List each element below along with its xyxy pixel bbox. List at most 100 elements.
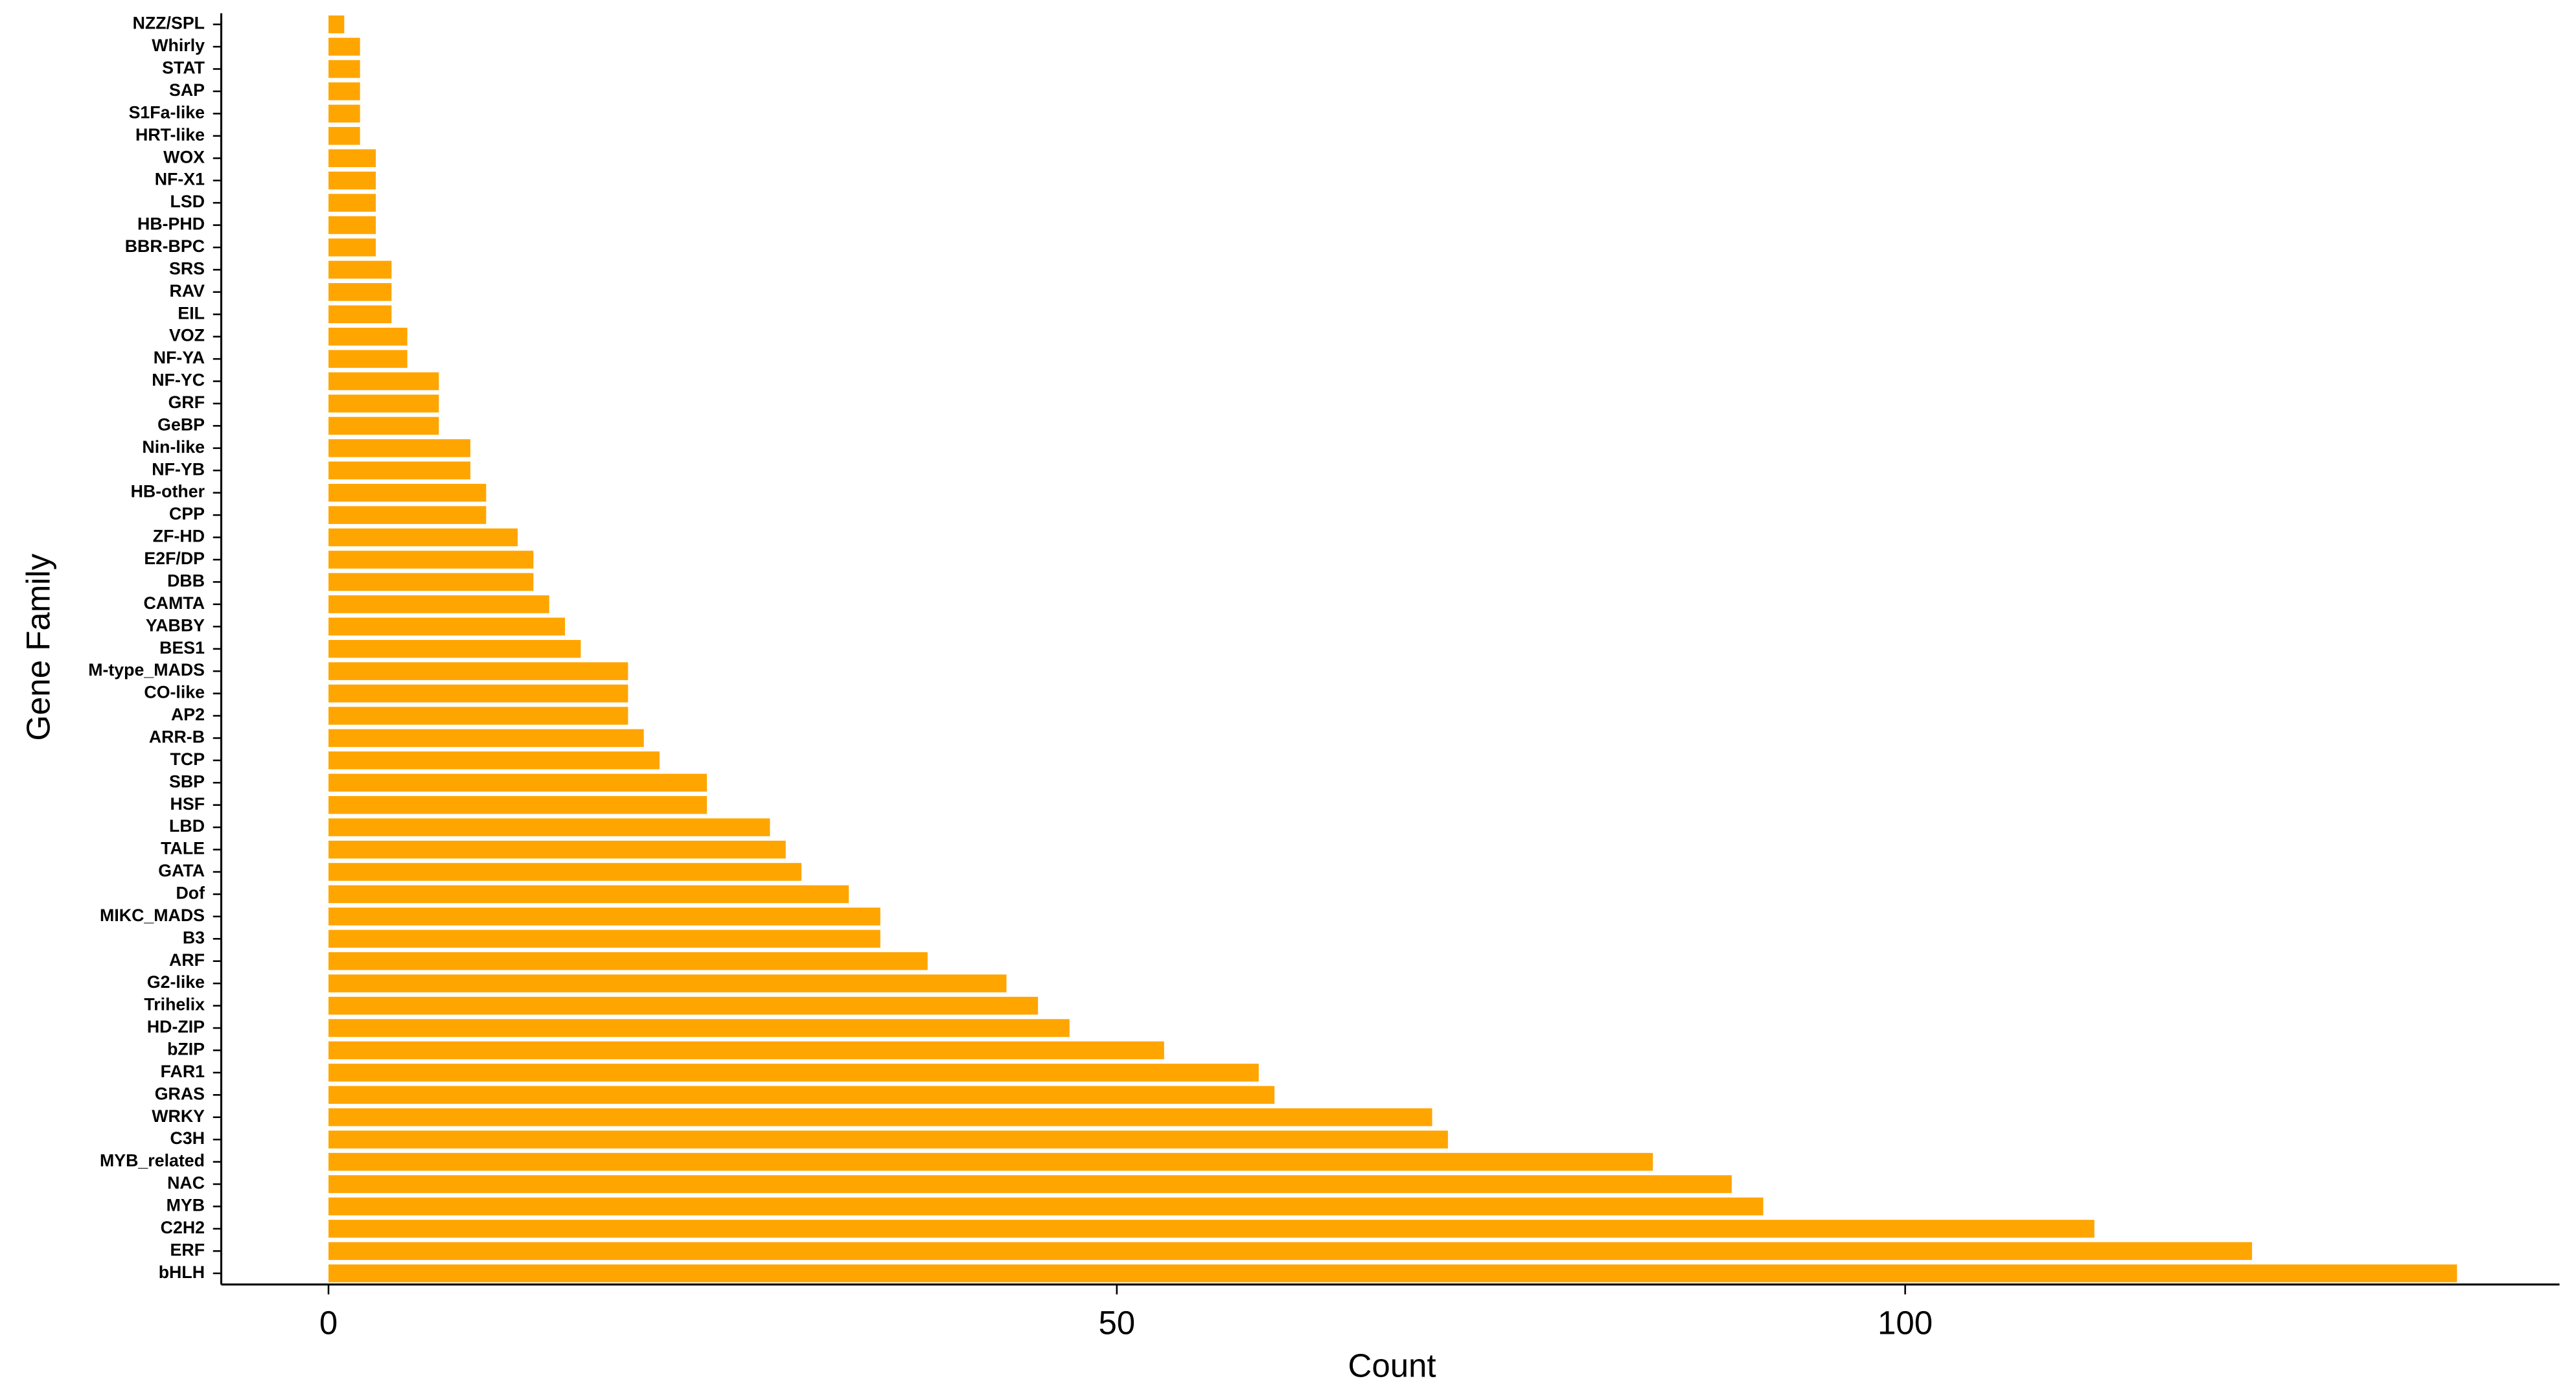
y-tick-label: LBD <box>169 816 205 836</box>
bar <box>328 1197 1764 1216</box>
y-tick-label: HSF <box>170 794 205 814</box>
y-tick-label: HB-PHD <box>137 214 205 234</box>
x-tick-label: 50 <box>1098 1304 1135 1341</box>
bar <box>328 1264 2457 1283</box>
y-tick-label: DBB <box>167 571 205 590</box>
bar <box>328 996 1039 1015</box>
bar <box>328 773 707 792</box>
y-tick-label: S1Fa-like <box>129 102 205 122</box>
y-tick-label: SBP <box>169 771 205 791</box>
x-tick-label: 100 <box>1878 1304 1933 1341</box>
bar <box>328 1019 1070 1037</box>
y-tick-label: Nin-like <box>142 437 205 457</box>
y-tick-label: G2-like <box>147 972 205 992</box>
x-axis-title: Count <box>1348 1347 1436 1384</box>
bar <box>328 1220 2095 1238</box>
y-tick-label: GATA <box>158 861 205 880</box>
y-tick-label: C3H <box>170 1128 205 1148</box>
x-tick-label: 0 <box>319 1304 338 1341</box>
y-tick-label: CPP <box>169 504 205 523</box>
y-tick-label: WOX <box>163 147 205 166</box>
y-tick-label: HB-other <box>131 482 205 501</box>
bar <box>328 38 360 56</box>
bar <box>328 1242 2252 1261</box>
bar <box>328 840 786 859</box>
bar <box>328 417 439 435</box>
y-tick-label: BBR-BPC <box>125 236 205 256</box>
y-tick-label: NF-YC <box>152 371 205 390</box>
bar <box>328 216 376 234</box>
bar <box>328 104 360 123</box>
bar <box>328 595 549 613</box>
y-tick-label: ARF <box>169 950 205 970</box>
y-tick-label: GeBP <box>157 415 205 434</box>
bar <box>328 729 644 748</box>
y-tick-label: E2F/DP <box>144 549 205 568</box>
y-tick-label: MYB_related <box>100 1151 205 1171</box>
y-tick-label: NAC <box>167 1173 205 1193</box>
bar <box>328 149 376 168</box>
bar <box>328 238 376 257</box>
bar <box>328 751 660 770</box>
y-tick-label: HD-ZIP <box>147 1017 205 1036</box>
bar <box>328 60 360 78</box>
y-tick-label: NF-YB <box>152 459 205 479</box>
bar <box>328 662 628 680</box>
bar <box>328 863 802 881</box>
y-tick-label: MYB <box>167 1196 205 1215</box>
y-tick-label: GRAS <box>155 1084 205 1103</box>
bar <box>328 350 408 368</box>
y-tick-label: GRF <box>168 393 205 412</box>
y-tick-label: AP2 <box>171 705 205 724</box>
bar <box>328 1130 1448 1148</box>
bar <box>328 551 534 569</box>
bar <box>328 573 534 591</box>
y-tick-label: BES1 <box>159 638 205 657</box>
y-tick-label: SAP <box>169 80 205 100</box>
bar <box>328 127 360 145</box>
y-tick-label: ARR-B <box>149 727 205 746</box>
bar <box>328 1086 1275 1104</box>
bar <box>328 394 439 413</box>
bar <box>328 439 471 457</box>
bar <box>328 1175 1732 1193</box>
bar <box>328 528 518 547</box>
bar <box>328 974 1007 992</box>
y-axis-title: Gene Family <box>19 553 56 740</box>
y-tick-label: VOZ <box>169 326 205 345</box>
bar <box>328 639 581 658</box>
y-tick-label: CO-like <box>144 683 205 702</box>
bar <box>328 194 376 212</box>
y-tick-label: NF-YA <box>154 348 205 367</box>
bar <box>328 1152 1653 1171</box>
bar <box>328 795 707 814</box>
bar <box>328 372 439 391</box>
bar <box>328 885 849 904</box>
bar <box>328 506 487 524</box>
bar <box>328 461 471 480</box>
y-tick-label: STAT <box>162 58 205 78</box>
y-tick-label: MIKC_MADS <box>100 906 205 925</box>
bar <box>328 1108 1432 1126</box>
bar <box>328 617 566 636</box>
bar <box>328 818 770 836</box>
y-tick-label: WRKY <box>152 1106 205 1126</box>
bar <box>328 171 376 190</box>
y-tick-label: HRT-like <box>135 125 205 144</box>
y-tick-label: TALE <box>161 839 205 858</box>
y-tick-label: Whirly <box>152 36 205 55</box>
bar <box>328 1064 1259 1082</box>
y-tick-label: Trihelix <box>144 995 205 1014</box>
bar <box>328 327 408 346</box>
y-tick-label: YABBY <box>146 615 205 635</box>
y-tick-label: bHLH <box>159 1263 205 1282</box>
y-tick-label: Dof <box>176 883 205 902</box>
bar <box>328 305 392 324</box>
y-tick-label: NZZ/SPL <box>133 14 205 33</box>
y-tick-label: FAR1 <box>161 1062 205 1081</box>
y-tick-label: C2H2 <box>161 1218 205 1237</box>
bar <box>328 283 392 301</box>
bar <box>328 82 360 100</box>
y-tick-label: CAMTA <box>143 593 205 613</box>
